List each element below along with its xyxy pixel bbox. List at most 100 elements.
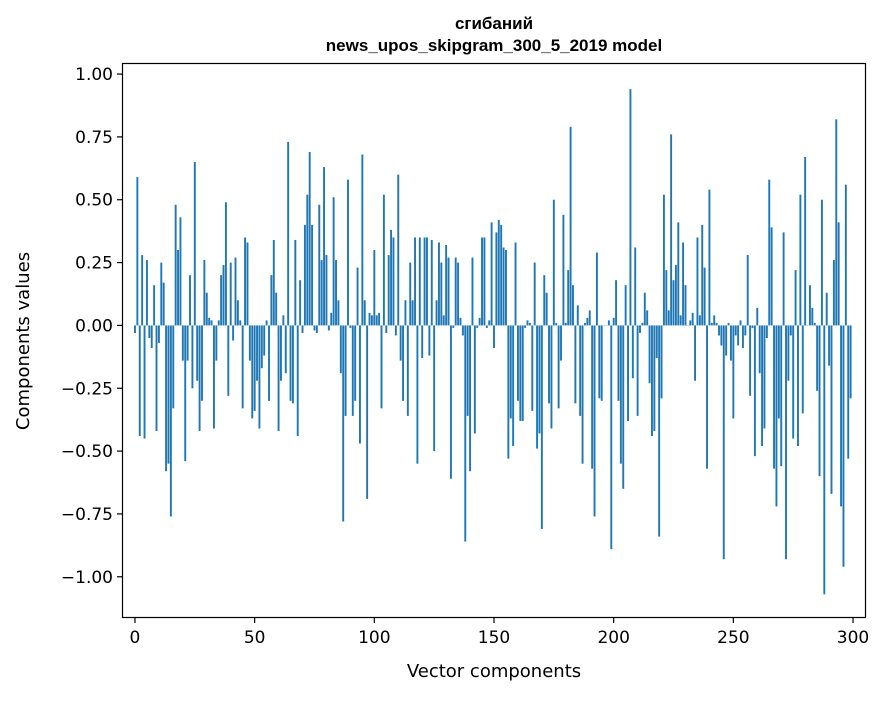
bar [316, 325, 318, 333]
bar [163, 283, 165, 326]
bar [189, 275, 191, 325]
bar [302, 325, 304, 333]
bar [239, 320, 241, 325]
bar [524, 325, 526, 328]
bar [486, 325, 488, 328]
bar [522, 325, 524, 421]
bar [213, 325, 215, 428]
bar [134, 325, 136, 333]
bar [517, 325, 519, 400]
bar [658, 325, 660, 536]
bar [565, 323, 567, 326]
bar [706, 325, 708, 468]
bar [749, 325, 751, 395]
bar [665, 270, 667, 325]
bar [594, 325, 596, 516]
bar [847, 325, 849, 458]
bar [811, 308, 813, 326]
bar [728, 323, 730, 326]
bar [694, 325, 696, 380]
bar [625, 285, 627, 325]
bar [661, 325, 663, 398]
bar [395, 325, 397, 335]
bar [718, 325, 720, 335]
bar [539, 325, 541, 433]
bar [670, 134, 672, 325]
bar [792, 325, 794, 438]
bar [570, 127, 572, 326]
bar [610, 325, 612, 549]
bar [737, 325, 739, 345]
bar [361, 154, 363, 325]
bar [297, 325, 299, 436]
bar [273, 240, 275, 325]
y-tick-label: 1.00 [75, 65, 113, 85]
bar [349, 325, 351, 328]
bar [708, 190, 710, 326]
x-tick-label: 50 [244, 628, 266, 648]
bar [507, 325, 509, 458]
bar [529, 323, 531, 326]
bar [232, 325, 234, 340]
bar [419, 237, 421, 325]
bar [488, 320, 490, 325]
bar [711, 323, 713, 326]
bar [725, 325, 727, 355]
bar [472, 258, 474, 326]
bar [479, 318, 481, 326]
bar [225, 202, 227, 325]
y-tick-label: 0.25 [75, 254, 113, 274]
bar [500, 225, 502, 326]
bar [235, 258, 237, 326]
bar [740, 320, 742, 325]
bar [637, 325, 639, 415]
y-tick-label: 0.75 [75, 128, 113, 148]
bar [158, 325, 160, 343]
bar [663, 195, 665, 326]
bar [275, 293, 277, 326]
bar [720, 325, 722, 345]
bar [586, 318, 588, 326]
bar [584, 323, 586, 326]
bar [194, 162, 196, 325]
bar [629, 89, 631, 325]
bar [144, 325, 146, 438]
bar [148, 325, 150, 338]
bar [531, 325, 533, 410]
bar [591, 325, 593, 468]
bar [306, 195, 308, 326]
x-tick-label: 300 [837, 628, 869, 648]
bar [641, 323, 643, 326]
bar [383, 195, 385, 326]
bar [809, 285, 811, 325]
bar [498, 220, 500, 326]
bar [548, 325, 550, 403]
bar [378, 313, 380, 326]
bar [704, 268, 706, 326]
bar [656, 325, 658, 358]
x-tick-label: 150 [478, 628, 510, 648]
bar [251, 325, 253, 418]
bar [426, 237, 428, 325]
bar [562, 215, 564, 326]
bar [381, 325, 383, 408]
bar [821, 200, 823, 326]
bar [206, 293, 208, 326]
bar [354, 325, 356, 400]
bar [618, 325, 620, 400]
bar [713, 315, 715, 325]
bar [179, 217, 181, 325]
bar [153, 285, 155, 325]
bar [455, 258, 457, 326]
bar [608, 320, 610, 325]
bar [318, 205, 320, 326]
bar [261, 325, 263, 368]
bar [191, 325, 193, 388]
bar [416, 325, 418, 463]
bar [790, 325, 792, 335]
bar [620, 325, 622, 463]
bar [460, 318, 462, 326]
bar [448, 258, 450, 326]
